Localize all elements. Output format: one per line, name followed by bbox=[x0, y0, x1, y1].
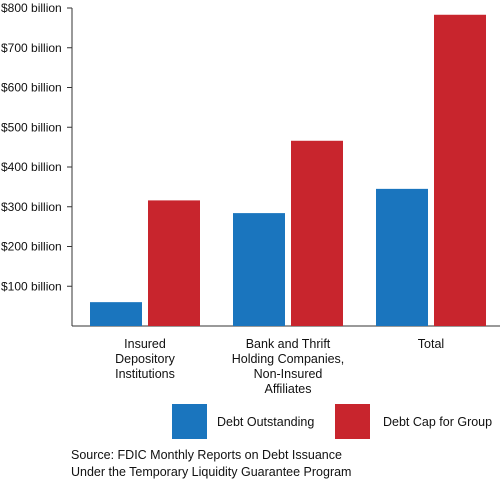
category-label: Insured bbox=[124, 337, 166, 351]
y-tick-label: $200 billion bbox=[1, 240, 62, 254]
category-label: Non-Insured bbox=[254, 367, 323, 381]
legend-swatch-0 bbox=[172, 404, 207, 439]
legend: Debt Outstanding Debt Cap for Group bbox=[172, 404, 492, 439]
category-label: Depository bbox=[115, 352, 175, 366]
y-tick-label: $400 billion bbox=[1, 160, 62, 174]
y-tick-label: $300 billion bbox=[1, 200, 62, 214]
category-label: Total bbox=[418, 337, 444, 351]
category-label: Holding Companies, bbox=[232, 352, 345, 366]
legend-swatch-1 bbox=[335, 404, 370, 439]
source-note: Source: FDIC Monthly Reports on Debt Iss… bbox=[71, 448, 351, 479]
source-line-1: Source: FDIC Monthly Reports on Debt Iss… bbox=[71, 448, 342, 462]
legend-label-0: Debt Outstanding bbox=[217, 415, 314, 429]
category-label: Institutions bbox=[115, 367, 175, 381]
bar-debt-outstanding-0 bbox=[90, 302, 142, 326]
y-tick-label: $700 billion bbox=[1, 41, 62, 55]
y-tick-label: $100 billion bbox=[1, 279, 62, 293]
y-tick-label: $800 billion bbox=[1, 1, 62, 15]
bar-debt-outstanding-1 bbox=[233, 213, 285, 326]
bar-debt-cap-0 bbox=[148, 200, 200, 326]
category-label: Affiliates bbox=[264, 382, 311, 396]
bar-debt-cap-1 bbox=[291, 140, 343, 326]
y-ticks: $100 billion $200 billion $300 billion $400… bbox=[1, 1, 72, 293]
y-tick-label: $500 billion bbox=[1, 120, 62, 134]
bar-debt-cap-2 bbox=[434, 14, 486, 326]
bars bbox=[90, 14, 486, 326]
source-line-2: Under the Temporary Liquidity Guarantee … bbox=[71, 465, 351, 479]
legend-label-1: Debt Cap for Group bbox=[383, 415, 492, 429]
bar-debt-outstanding-2 bbox=[376, 188, 428, 326]
y-tick-label: $600 billion bbox=[1, 81, 62, 95]
category-label: Bank and Thrift bbox=[246, 337, 331, 351]
